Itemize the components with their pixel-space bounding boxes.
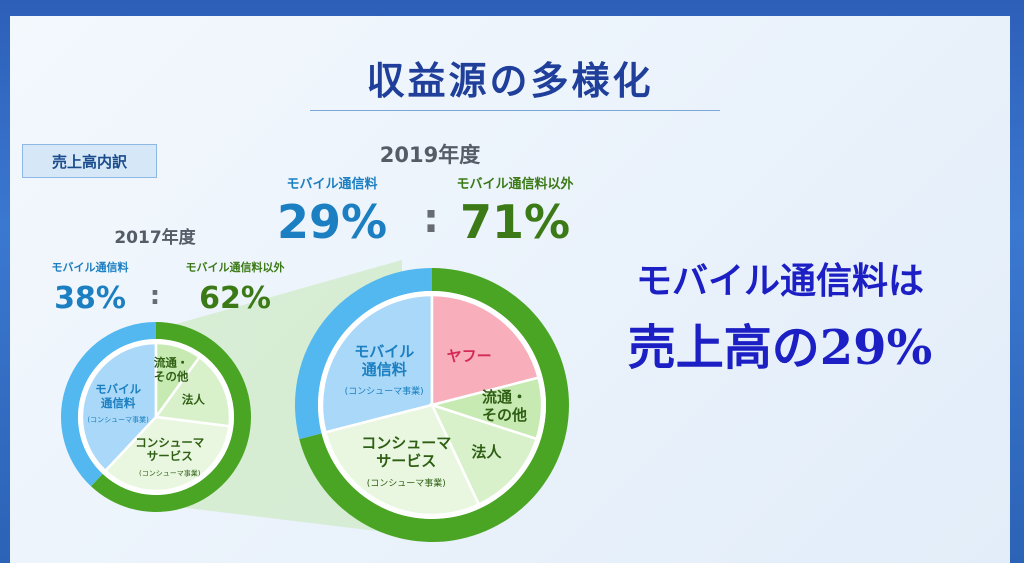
slice-label-1-2-0: 法人 (182, 393, 205, 407)
ratio-separator-1: : (150, 281, 160, 311)
ratio-label-mobile-1: モバイル通信料 (52, 260, 129, 274)
slice-sublabel-2-0: (コンシューマ事業) (345, 385, 424, 397)
ratio-label-other-2: モバイル通信料以外 (456, 176, 573, 192)
slice-2-3 (429, 402, 539, 507)
headline-line-2: 売上高の29% (627, 320, 933, 376)
chart-title-1: 2017年度 (114, 227, 196, 248)
slice-label-1-0-0: モバイル (95, 382, 141, 396)
slice-label-1-1-0: 流通・ (154, 356, 189, 370)
slice-label-2-0-0: モバイル (354, 342, 414, 360)
slice-label-1-1-1: その他 (154, 369, 189, 383)
outer-ring-mobile-1 (61, 322, 156, 487)
slice-sublabel-2-4: (コンシューマ事業) (367, 477, 446, 489)
ratio-value-mobile-2: 29% (277, 195, 387, 249)
slice-label-2-0-1: 通信料 (362, 360, 407, 378)
slice-label-2-3-0: 法人 (471, 443, 502, 461)
ratio-separator-2: : (423, 196, 439, 242)
ratio-value-mobile-1: 38% (54, 281, 126, 316)
ratio-label-mobile-2: モバイル通信料 (286, 176, 377, 192)
slice-1-2 (153, 355, 232, 428)
title-divider (310, 110, 720, 111)
headline-line-1: モバイル通信料は (635, 260, 924, 302)
slice-label-2-2-0: 流通・ (482, 388, 527, 406)
chart-title-2: 2019年度 (380, 143, 480, 167)
slice-label-2-1-0: ヤフー (447, 347, 492, 365)
page-title: 収益源の多様化 (366, 58, 654, 103)
slice-2-0 (320, 293, 434, 434)
ratio-value-other-2: 71% (460, 195, 570, 249)
slice-label-1-0-1: 通信料 (101, 396, 136, 410)
slide-panel: 収益源の多様化 売上高内訳 2017年度 モバイル通信料 モバイル通信料以外 38% 6… (10, 16, 1010, 563)
breakdown-badge: 売上高内訳 (22, 144, 157, 178)
slice-1-3 (103, 415, 231, 493)
slice-1-0 (80, 341, 158, 473)
slice-2-1 (430, 293, 541, 407)
slice-sublabel-1-3: (コンシューマ事業) (139, 468, 201, 477)
ratio-value-other-1: 62% (199, 281, 271, 316)
slice-sublabel-1-0: (コンシューマ事業) (87, 415, 149, 424)
slice-label-2-2-1: その他 (482, 406, 527, 424)
slice-label-2-4-0: コンシューマ (361, 434, 451, 452)
outer-ring-other-1 (90, 322, 252, 512)
slice-label-2-4-1: サービス (376, 452, 436, 470)
slice-label-1-3-1: サービス (147, 449, 193, 463)
slice-2-4 (323, 403, 481, 517)
ratio-label-other-1: モバイル通信料以外 (186, 260, 285, 274)
outer-ring-mobile-2 (294, 268, 432, 440)
slice-label-1-3-0: コンシューマ (135, 435, 204, 449)
